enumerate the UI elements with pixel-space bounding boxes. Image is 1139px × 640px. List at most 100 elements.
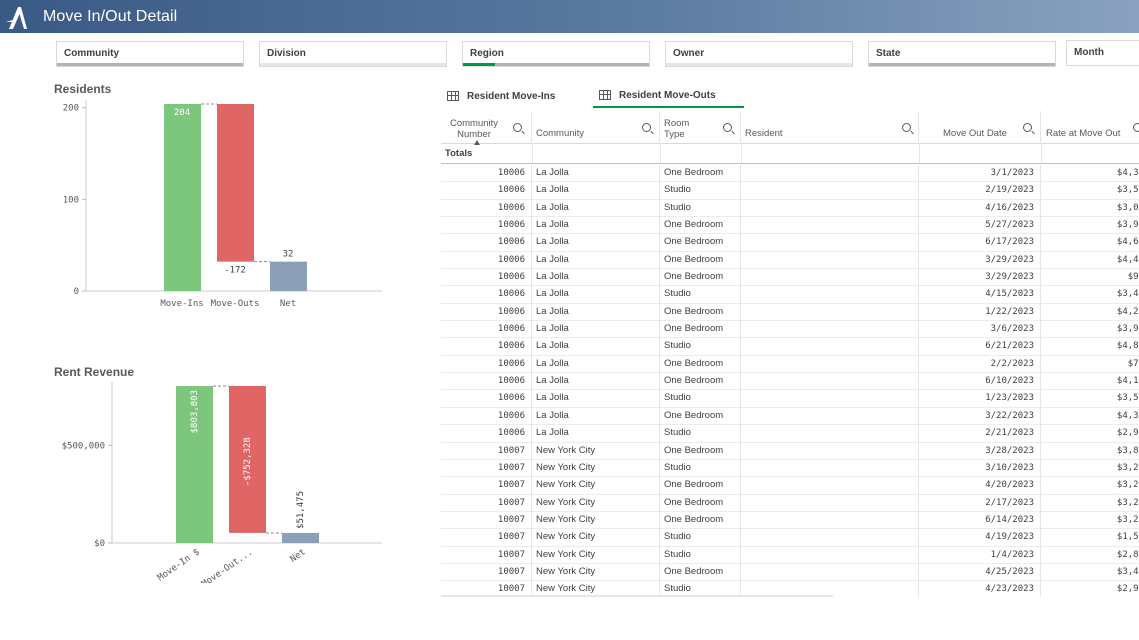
table-cell[interactable]: 10006 — [441, 251, 532, 269]
table-cell[interactable] — [741, 546, 919, 564]
table-cell[interactable] — [741, 390, 919, 408]
table-cell[interactable]: $4,38 — [1041, 165, 1139, 182]
table-cell[interactable]: $2,96 — [1041, 425, 1139, 442]
table-cell[interactable]: 10006 — [441, 407, 532, 425]
table-cell[interactable]: 10006 — [441, 303, 532, 321]
table-cell[interactable] — [741, 234, 919, 252]
table-cell[interactable]: 3/28/2023 — [919, 442, 1041, 460]
table-cell[interactable]: 10006 — [441, 338, 532, 356]
table-cell[interactable]: 4/16/2023 — [919, 199, 1041, 217]
table-row[interactable]: 10007 New York City One Bedroom 6/14/2023 $3… — [441, 511, 1139, 530]
table-cell[interactable] — [741, 563, 919, 581]
table-cell[interactable] — [741, 511, 919, 529]
tab-resident-move-outs[interactable]: Resident Move-Outs — [593, 84, 744, 108]
table-cell[interactable]: La Jolla — [532, 407, 660, 425]
search-icon[interactable] — [723, 123, 732, 132]
table-cell[interactable]: New York City — [532, 529, 660, 547]
table-cell[interactable]: 3/10/2023 — [919, 459, 1041, 477]
table-cell[interactable]: New York City — [532, 459, 660, 477]
table-cell[interactable]: $3,07 — [1041, 200, 1139, 217]
table-cell[interactable]: 10006 — [441, 165, 532, 182]
table-cell[interactable]: 5/27/2023 — [919, 217, 1041, 235]
table-cell[interactable]: 10006 — [441, 269, 532, 287]
table-cell[interactable]: $3,54 — [1041, 390, 1139, 407]
table-cell[interactable]: 2/19/2023 — [919, 182, 1041, 200]
column-header-room-type[interactable]: Room Type — [660, 111, 741, 144]
table-cell[interactable]: $3,99 — [1041, 217, 1139, 234]
table-cell[interactable]: 10007 — [441, 494, 532, 512]
table-cell[interactable]: La Jolla — [532, 321, 660, 339]
move-outs-table[interactable]: Community Number Community Room Type Res… — [441, 111, 1139, 597]
rent-revenue-waterfall-chart[interactable]: $500,000 $0 $803,803 -$752,328 $51,475 Move-I… — [40, 378, 390, 583]
table-cell[interactable]: 10007 — [441, 529, 532, 547]
table-cell[interactable]: $3,42 — [1041, 286, 1139, 303]
tab-resident-move-ins[interactable]: Resident Move-Ins — [441, 84, 591, 108]
table-cell[interactable]: Studio — [660, 286, 741, 304]
column-header-community[interactable]: Community — [532, 111, 660, 144]
table-cell[interactable]: 10006 — [441, 286, 532, 304]
table-cell[interactable]: La Jolla — [532, 269, 660, 287]
table-cell[interactable]: One Bedroom — [660, 477, 741, 495]
table-cell[interactable]: 10006 — [441, 373, 532, 391]
column-header-move-out-date[interactable]: Move Out Date — [919, 111, 1041, 144]
table-cell[interactable]: $3,84 — [1041, 443, 1139, 460]
table-cell[interactable]: New York City — [532, 563, 660, 581]
table-cell[interactable]: 10006 — [441, 234, 532, 252]
table-cell[interactable]: $3,25 — [1041, 477, 1139, 494]
table-cell[interactable]: La Jolla — [532, 390, 660, 408]
table-cell[interactable]: One Bedroom — [660, 217, 741, 235]
table-cell[interactable]: $4,28 — [1041, 304, 1139, 321]
table-cell[interactable]: 3/29/2023 — [919, 251, 1041, 269]
table-cell[interactable]: La Jolla — [532, 355, 660, 373]
table-cell[interactable] — [741, 477, 919, 495]
table-cell[interactable]: 6/17/2023 — [919, 234, 1041, 252]
table-cell[interactable]: 10007 — [441, 581, 532, 597]
table-cell[interactable]: $3,22 — [1041, 460, 1139, 477]
table-cell[interactable] — [741, 442, 919, 460]
table-cell[interactable] — [741, 373, 919, 391]
filter-state[interactable]: State — [868, 41, 1056, 67]
filter-owner[interactable]: Owner — [665, 41, 853, 67]
table-cell[interactable]: Studio — [660, 390, 741, 408]
table-cell[interactable]: La Jolla — [532, 303, 660, 321]
table-cell[interactable]: $90 — [1041, 269, 1139, 286]
table-cell[interactable]: One Bedroom — [660, 373, 741, 391]
table-cell[interactable]: La Jolla — [532, 199, 660, 217]
table-cell[interactable]: $4,45 — [1041, 252, 1139, 269]
table-cell[interactable]: 10006 — [441, 182, 532, 200]
table-cell[interactable] — [741, 581, 919, 597]
table-cell[interactable]: Studio — [660, 581, 741, 597]
table-cell[interactable]: 4/25/2023 — [919, 563, 1041, 581]
horizontal-scrollbar[interactable] — [441, 595, 833, 597]
table-cell[interactable]: $2,85 — [1041, 547, 1139, 564]
table-cell[interactable]: 10007 — [441, 511, 532, 529]
table-cell[interactable]: 4/20/2023 — [919, 477, 1041, 495]
table-cell[interactable] — [741, 459, 919, 477]
table-cell[interactable]: 3/22/2023 — [919, 407, 1041, 425]
search-icon[interactable] — [642, 123, 651, 132]
table-cell[interactable]: 6/21/2023 — [919, 338, 1041, 356]
filter-division[interactable]: Division — [259, 41, 447, 67]
table-cell[interactable]: La Jolla — [532, 425, 660, 443]
table-cell[interactable]: La Jolla — [532, 165, 660, 182]
table-cell[interactable]: 6/14/2023 — [919, 511, 1041, 529]
table-row[interactable]: 10007 New York City One Bedroom 2/17/2023 $3… — [441, 494, 1139, 512]
table-cell[interactable]: 10007 — [441, 477, 532, 495]
column-header-community-number[interactable]: Community Number — [441, 111, 532, 145]
table-cell[interactable] — [741, 355, 919, 373]
search-icon[interactable] — [1133, 123, 1139, 132]
filter-community[interactable]: Community — [56, 41, 244, 67]
search-icon[interactable] — [902, 123, 911, 132]
